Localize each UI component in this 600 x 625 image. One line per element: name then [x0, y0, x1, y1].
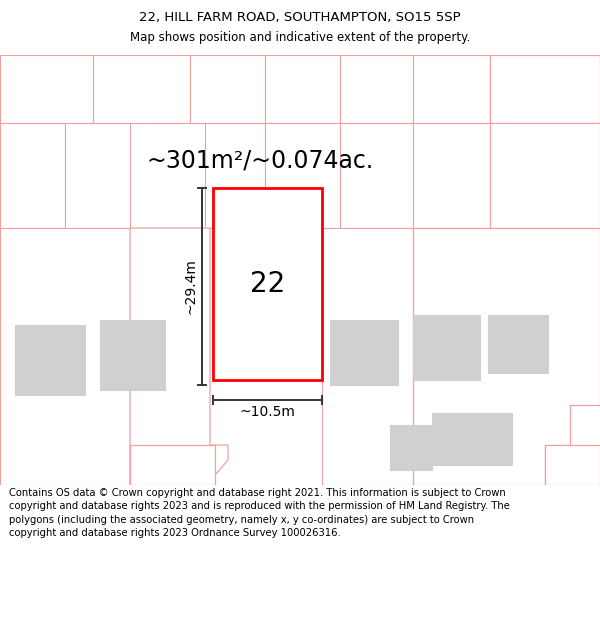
- Bar: [190, 55, 265, 123]
- Bar: [65, 123, 130, 228]
- Bar: [413, 315, 480, 380]
- Bar: [15, 325, 85, 395]
- Text: Map shows position and indicative extent of the property.: Map shows position and indicative extent…: [130, 31, 470, 44]
- Bar: [213, 188, 322, 380]
- Bar: [490, 123, 600, 228]
- Bar: [0, 123, 65, 228]
- Bar: [100, 320, 165, 390]
- Bar: [330, 320, 398, 385]
- Polygon shape: [130, 228, 228, 485]
- Bar: [205, 123, 265, 228]
- Bar: [413, 123, 490, 228]
- Polygon shape: [490, 55, 600, 123]
- Text: ~301m²/~0.074ac.: ~301m²/~0.074ac.: [146, 148, 374, 172]
- Bar: [265, 123, 340, 228]
- Bar: [265, 55, 340, 123]
- Text: 22: 22: [250, 270, 285, 298]
- Bar: [213, 188, 322, 380]
- Bar: [488, 315, 548, 373]
- Bar: [322, 228, 413, 485]
- Bar: [490, 55, 600, 123]
- Bar: [0, 228, 130, 485]
- Polygon shape: [413, 228, 600, 485]
- Polygon shape: [130, 445, 215, 485]
- Text: 22, HILL FARM ROAD, SOUTHAMPTON, SO15 5SP: 22, HILL FARM ROAD, SOUTHAMPTON, SO15 5S…: [139, 11, 461, 24]
- Text: ~29.4m: ~29.4m: [183, 259, 197, 314]
- Bar: [340, 55, 413, 123]
- Bar: [390, 425, 432, 470]
- Bar: [432, 413, 512, 465]
- Bar: [93, 55, 190, 123]
- Bar: [0, 55, 93, 123]
- Text: ~10.5m: ~10.5m: [239, 405, 295, 419]
- Bar: [413, 55, 490, 123]
- Polygon shape: [545, 445, 600, 485]
- Text: Contains OS data © Crown copyright and database right 2021. This information is : Contains OS data © Crown copyright and d…: [9, 488, 510, 538]
- Bar: [340, 123, 413, 228]
